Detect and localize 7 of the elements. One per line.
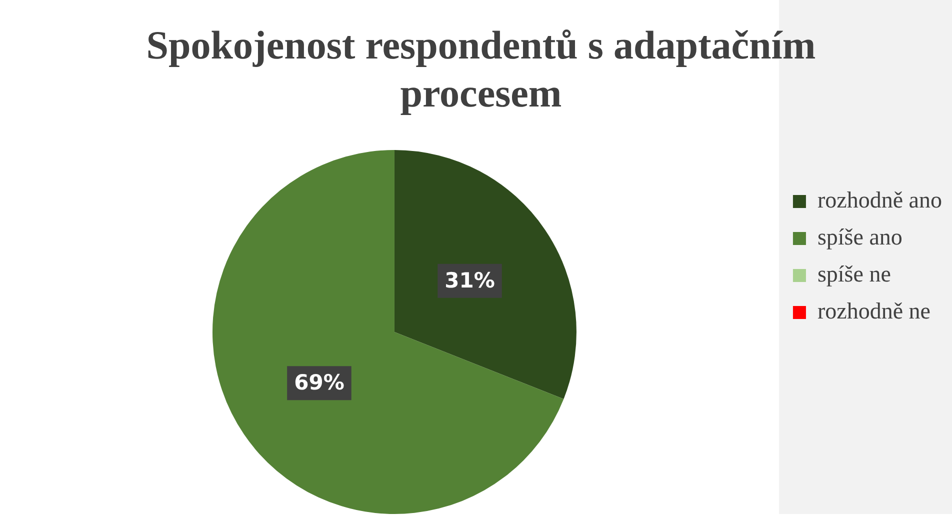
- data-label: 31%: [444, 268, 495, 292]
- legend-label: spíše ne: [817, 262, 891, 287]
- legend-label: rozhodně ne: [817, 298, 931, 324]
- legend-label: rozhodně ano: [817, 188, 942, 213]
- legend-label: spíše ano: [817, 224, 902, 250]
- text: Spokojenost respondentů s adaptačním procesem: [146, 22, 816, 116]
- data-label: 69%: [294, 370, 344, 395]
